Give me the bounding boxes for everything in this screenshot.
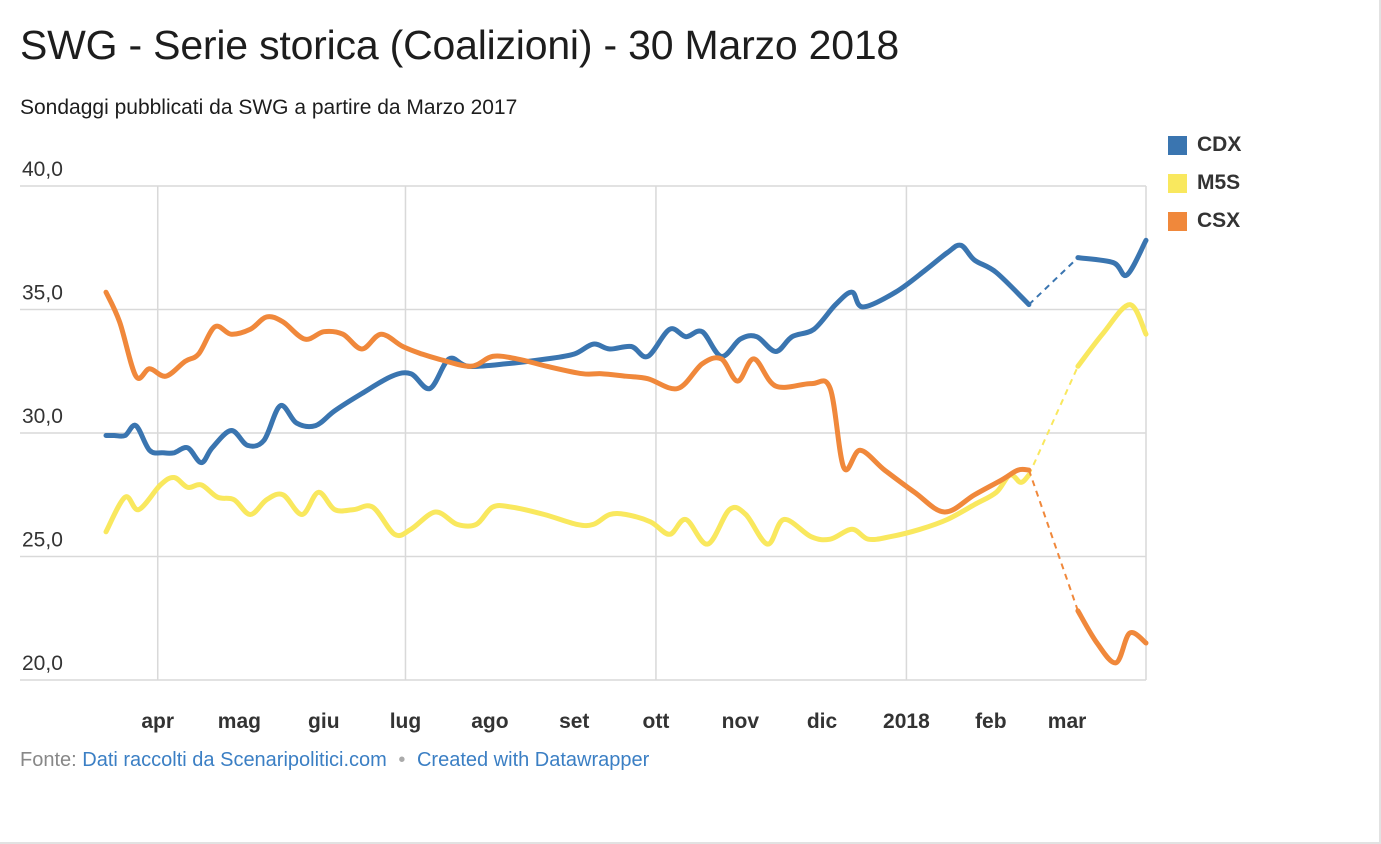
series-line-csx: [1075, 608, 1149, 666]
series-line-m5s: [103, 472, 1032, 547]
series-cdx: [103, 237, 1149, 466]
x-tick-label: dic: [807, 710, 838, 733]
x-tick-label: 2018: [883, 710, 930, 733]
legend-item-cdx: CDX: [1168, 126, 1241, 164]
x-tick-label: lug: [390, 710, 422, 733]
footer-separator: •: [398, 749, 406, 771]
series-line-csx: [103, 289, 1032, 515]
legend-label: CSX: [1197, 209, 1241, 232]
legend-item-m5s: M5S: [1168, 164, 1241, 202]
grid-lines: [20, 185, 1147, 681]
legend-label: M5S: [1197, 171, 1241, 194]
series-csx: [103, 289, 1149, 666]
y-tick-label: 35,0: [22, 282, 63, 305]
x-tick-label: apr: [141, 710, 174, 733]
x-tick-label: nov: [722, 710, 760, 733]
legend-swatch: [1168, 173, 1187, 193]
x-tick-label: giu: [308, 710, 340, 733]
axis-labels: 40,0 35,0 30,0 25,0 20,0 apr mag giu lug ago set ot…: [22, 158, 1086, 733]
series-lines: [103, 237, 1149, 666]
series-line-cdx: [103, 242, 1032, 466]
credit-link[interactable]: Created with Datawrapper: [416, 749, 650, 771]
series-line-m5s: [1075, 302, 1149, 369]
legend-swatch: [1168, 211, 1187, 231]
y-tick-label: 30,0: [22, 405, 63, 428]
series-line-cdx: [1075, 237, 1149, 279]
x-tick-label: ago: [471, 710, 508, 733]
y-tick-label: 25,0: [22, 529, 63, 552]
source-link[interactable]: Dati raccolti da Scenaripolitici.com: [82, 749, 387, 771]
legend-item-csx: CSX: [1168, 202, 1241, 240]
footer: Fonte: Dati raccolti da Scenaripolitici.…: [20, 749, 649, 772]
y-tick-label: 20,0: [22, 652, 63, 675]
legend-swatch: [1168, 135, 1187, 155]
series-gap-m5s: [1028, 365, 1079, 476]
x-tick-label: ott: [643, 710, 670, 733]
series-gap-csx: [1027, 469, 1079, 612]
series-gap-cdx: [1028, 256, 1079, 306]
x-tick-label: set: [559, 710, 589, 733]
series-m5s: [103, 302, 1149, 547]
x-tick-label: mag: [218, 710, 261, 733]
y-tick-label: 40,0: [22, 158, 63, 181]
chart-subtitle: Sondaggi pubblicati da SWG a partire da …: [20, 96, 518, 119]
x-tick-label: feb: [975, 710, 1007, 733]
source-label: Fonte:: [20, 749, 77, 771]
x-tick-label: mar: [1048, 710, 1087, 733]
chart-title: SWG - Serie storica (Coalizioni) - 30 Ma…: [20, 22, 900, 68]
legend-label: CDX: [1197, 133, 1242, 156]
legend: CDX M5S CSX: [1168, 126, 1241, 240]
